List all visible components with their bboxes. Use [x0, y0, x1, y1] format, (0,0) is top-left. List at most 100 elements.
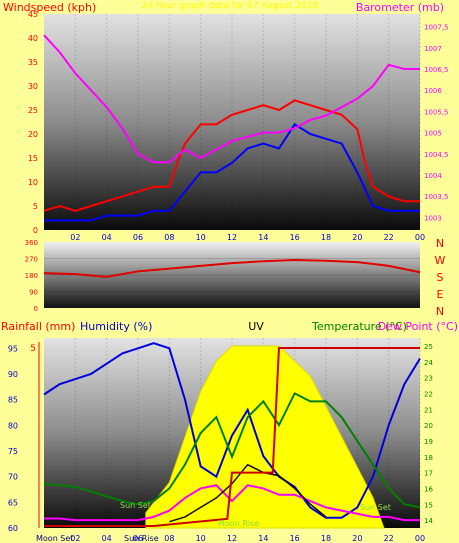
baro-y-tick-label: 1005 — [424, 130, 442, 138]
temperature-y-tick-label: 20 — [424, 422, 433, 430]
wind-x-tick-label: 04 — [102, 233, 112, 242]
rain-x-tick-label: 20 — [352, 534, 362, 543]
rainfall-line — [44, 347, 420, 527]
wind-y-tick-label: 10 — [28, 178, 38, 187]
wind-x-tick-label: 18 — [321, 233, 331, 242]
blue-wind-line — [44, 123, 420, 222]
magenta-wind-line — [43, 34, 420, 164]
wind-x-tick-label: 16 — [290, 233, 300, 242]
compass-label: W — [435, 254, 446, 267]
wind-x-tick-label: 20 — [352, 233, 362, 242]
uv-axis-label: UV — [248, 320, 264, 333]
direction-y-tick-label: 180 — [25, 272, 38, 280]
dewpoint-axis-label: Dew Point (°C) — [378, 320, 458, 333]
rain-x-tick-label: 06 — [133, 534, 143, 543]
wind-y-tick-label: 35 — [28, 58, 38, 67]
humidity-y-ticks: 60 65 70 75 80 85 90 95 — [8, 344, 18, 533]
magenta-line — [44, 484, 420, 522]
temperature-y-tick-label: 17 — [424, 470, 433, 478]
rainfall-axis-label: Rainfall (mm) — [1, 320, 75, 333]
humidity-axis-label: Humidity (%) — [80, 320, 152, 333]
wind-y-tick-label: 45 — [28, 10, 38, 19]
compass-label: S — [437, 271, 444, 284]
uv-area — [145, 345, 385, 529]
baro-y-tick-label: 1003,5 — [424, 193, 449, 201]
wind-x-tick-label: 06 — [133, 233, 143, 242]
humidity-y-tick-label: 95 — [8, 344, 18, 353]
temperature-y-tick-label: 22 — [424, 390, 433, 398]
wind-x-tick-label: 12 — [227, 233, 237, 242]
rain-hum-panel: Rainfall (mm) Humidity (%) UV Temperatur… — [1, 320, 458, 543]
barometer-axis-label: Barometer (mb) — [356, 1, 444, 14]
humidity-y-tick-label: 85 — [8, 396, 18, 405]
wind-y-tick-label: 5 — [33, 202, 38, 211]
baro-y-ticks: 1003 1003,5 1004 1004,5 1005 1005,5 1006 1006,5… — [424, 24, 449, 223]
rain-x-tick-label: 22 — [384, 534, 394, 543]
rain-x-tick-label: 10 — [196, 534, 206, 543]
moon-set-label-bottom: Moon Set — [36, 534, 73, 543]
direction-y-tick-label: 360 — [25, 239, 38, 247]
direction-line — [43, 258, 421, 278]
temperature-axis-label: Temperature (°C) — [311, 320, 407, 333]
temperature-y-tick-label: 23 — [424, 375, 433, 383]
sun-rise-label: Sun Rise — [124, 534, 159, 543]
rain-x-tick-label: 02 — [70, 534, 80, 543]
temperature-y-tick-label: 21 — [424, 406, 433, 414]
wind-x-tick-label: 22 — [384, 233, 394, 242]
sun-set-label: Sun Set — [360, 503, 391, 512]
wind-x-tick-label: 00 — [415, 233, 425, 242]
rain-x-tick-label: 18 — [321, 534, 331, 543]
temperature-y-tick-label: 16 — [424, 485, 433, 493]
baro-y-tick-label: 1007 — [424, 45, 442, 53]
wind-grid — [74, 14, 421, 230]
rain-x-ticks: 02 04 06 08 10 12 14 16 18 20 22 00 — [70, 534, 425, 543]
direction-plot-area — [44, 242, 420, 308]
wind-x-tick-label: 08 — [164, 233, 174, 242]
sun-set-label-left: Sun Set — [120, 501, 151, 510]
wind-baro-panel: Windspeed (kph) 24 hour graph data for 0… — [3, 1, 449, 242]
wind-x-ticks: 02 04 06 08 10 12 14 16 18 20 22 00 — [70, 233, 425, 242]
rain-x-tick-label: 08 — [164, 534, 174, 543]
direction-grid — [44, 258, 420, 292]
wind-x-tick-label: 10 — [196, 233, 206, 242]
wind-y-ticks: 0 5 10 15 20 25 30 35 40 45 — [28, 10, 38, 235]
temperature-y-tick-label: 15 — [424, 501, 433, 509]
compass-label: N — [436, 237, 444, 250]
moon-rise-label: Moon Rise — [218, 519, 259, 528]
wind-series — [43, 34, 420, 222]
temperature-y-tick-label: 25 — [424, 343, 433, 351]
wind-plot-area — [44, 14, 420, 230]
baro-y-tick-label: 1006 — [424, 87, 442, 95]
humidity-y-tick-label: 90 — [8, 370, 18, 379]
date-line: 24 hour graph data for 07 August 2010 — [142, 1, 319, 11]
direction-y-tick-label: 0 — [34, 305, 38, 313]
rain-series — [43, 342, 421, 529]
wind-x-tick-label: 02 — [70, 233, 80, 242]
rain-x-tick-label: 00 — [415, 534, 425, 543]
baro-y-tick-label: 1006,5 — [424, 66, 449, 74]
rain-x-tick-label: 04 — [102, 534, 112, 543]
dew-point-line — [169, 463, 327, 523]
red-wind-line — [43, 99, 420, 212]
direction-series — [43, 258, 421, 278]
temperature-y-tick-label: 24 — [424, 359, 433, 367]
temperature-y-tick-label: 18 — [424, 454, 433, 462]
rain-x-tick-label: 14 — [258, 534, 268, 543]
wind-y-tick-label: 0 — [33, 226, 38, 235]
direction-y-tick-label: 90 — [29, 289, 38, 297]
rain-axis-top-label: 5 — [30, 344, 36, 354]
baro-y-tick-label: 1004,5 — [424, 151, 449, 159]
wind-y-tick-label: 30 — [28, 82, 38, 91]
wind-y-tick-label: 15 — [28, 154, 38, 163]
baro-y-tick-label: 1005,5 — [424, 108, 449, 116]
humidity-y-tick-label: 80 — [8, 421, 18, 430]
baro-y-tick-label: 1003 — [424, 214, 442, 222]
humidity-y-tick-label: 75 — [8, 447, 18, 456]
temperature-y-tick-label: 19 — [424, 438, 433, 446]
humidity-y-tick-label: 70 — [8, 473, 18, 482]
temperature-line — [43, 392, 421, 509]
wind-y-tick-label: 40 — [28, 34, 38, 43]
wind-y-tick-label: 25 — [28, 106, 38, 115]
